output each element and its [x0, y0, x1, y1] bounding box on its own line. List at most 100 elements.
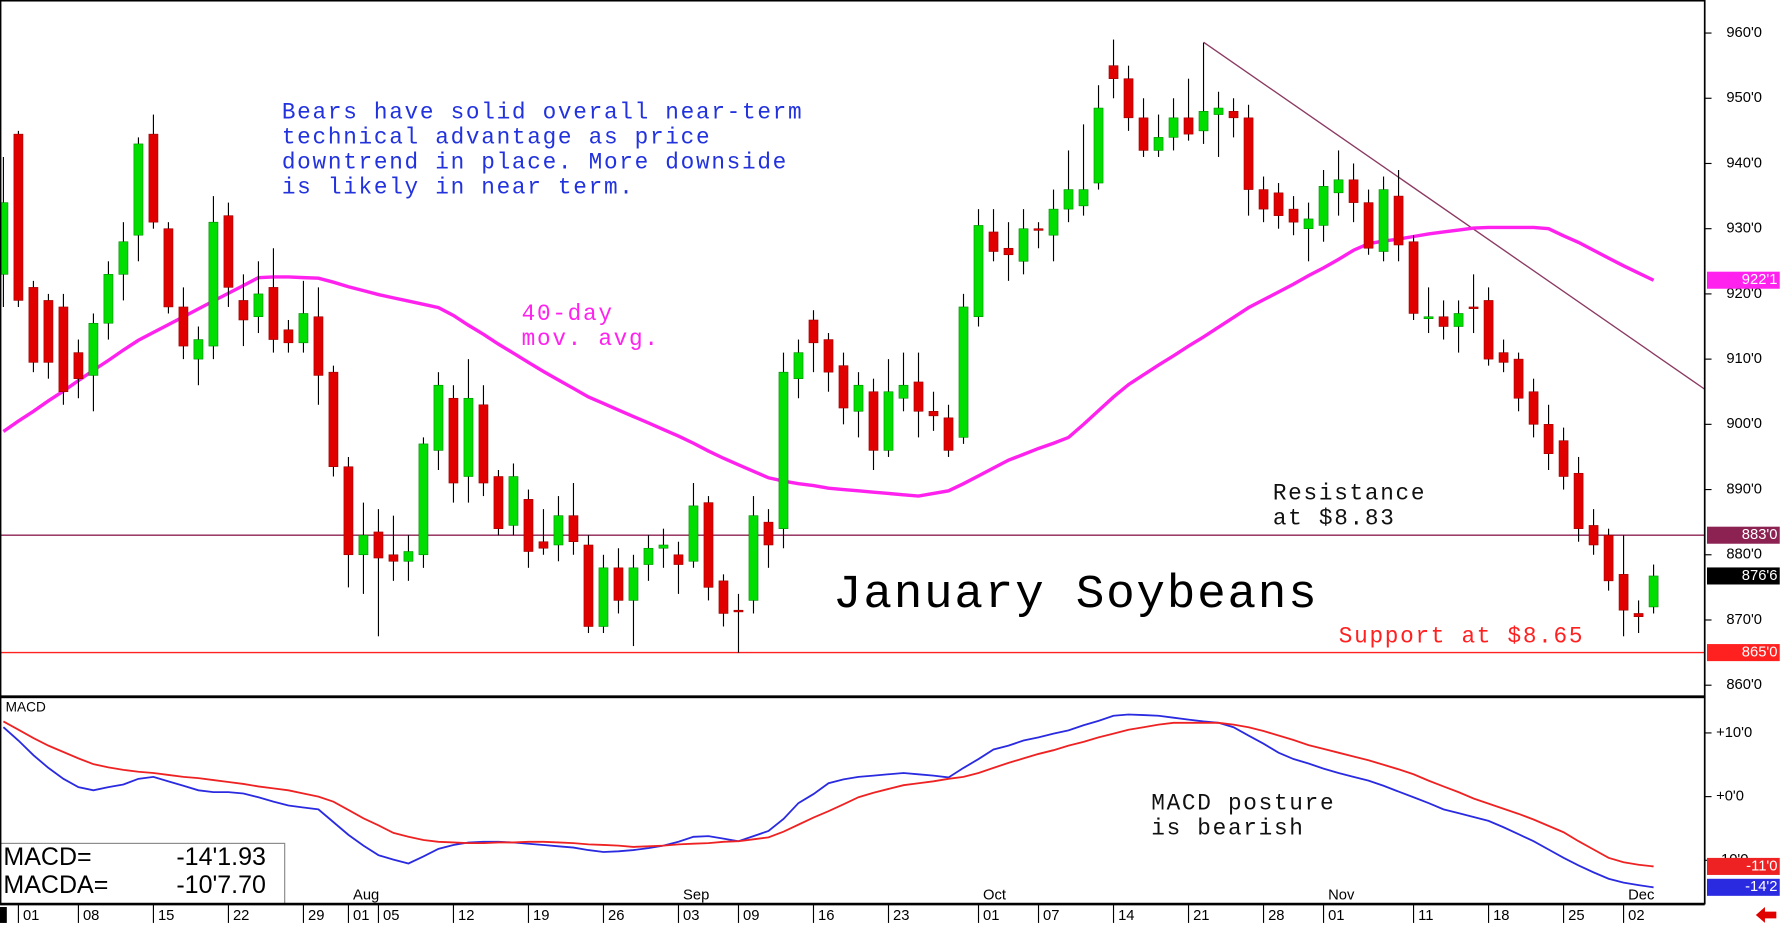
candle-body: [238, 300, 249, 321]
candle-body: [358, 534, 369, 556]
candle-body: [1168, 117, 1179, 138]
candle-body: [778, 371, 789, 529]
candle-body: [1033, 228, 1044, 231]
candle-body: [1648, 575, 1659, 608]
y-tick-label: 880'0: [1726, 547, 1762, 563]
candle-body: [1273, 192, 1284, 216]
y-tick-label: 960'0: [1726, 25, 1762, 41]
candle-body: [1048, 208, 1059, 236]
candle-body: [1213, 107, 1224, 115]
macd-frame: [0, 696, 1706, 905]
moving-average-line: [2, 225, 1655, 498]
candle-body: [1063, 189, 1074, 210]
scroll-arrow[interactable]: [1755, 907, 1777, 923]
x-tick-label: 05: [383, 908, 399, 924]
candle-body: [403, 551, 414, 562]
macd-value-box: [1706, 878, 1780, 896]
candle-body: [328, 371, 339, 468]
candle-body: [373, 531, 384, 559]
ma-value-box: [1706, 271, 1780, 289]
commentary-line: downtrend in place. More downside: [282, 150, 788, 176]
panel-label: MACD: [6, 700, 46, 715]
x-tick-label: 21: [1193, 908, 1209, 924]
candle-body: [118, 241, 129, 275]
level-note: at $8.83: [1273, 505, 1396, 531]
x-tick-label: 02: [1628, 908, 1644, 924]
price-frame: [0, 0, 1706, 698]
x-tick-label: 29: [308, 908, 324, 924]
x-tick-label: 23: [893, 908, 909, 924]
readout-name: MACDA=: [3, 871, 108, 899]
candle-body: [688, 505, 699, 562]
candle-body: [1393, 195, 1404, 246]
readout-value: -14'1.93: [176, 843, 266, 871]
level-value-label: 883'0: [1742, 527, 1778, 543]
x-tick-label: 01: [983, 908, 999, 924]
candle-body: [838, 365, 849, 409]
y-tick-label: 920'0: [1726, 286, 1762, 302]
candle-body: [1408, 241, 1419, 314]
level-value-box: [1706, 526, 1780, 544]
candle-body: [58, 306, 69, 393]
candle-body: [913, 381, 924, 412]
y-tick-label: 930'0: [1726, 221, 1762, 237]
candle-body: [148, 133, 159, 223]
y-tick-label: 890'0: [1726, 481, 1762, 497]
candle-body: [133, 143, 144, 236]
candle-body: [538, 541, 549, 549]
x-tick-label: 19: [533, 908, 549, 924]
macd-note: MACD posture: [1151, 791, 1335, 817]
x-tick-label: 01: [23, 908, 39, 924]
candle-body: [88, 322, 99, 376]
level-value-label: 865'0: [1742, 645, 1778, 661]
candle-body: [1078, 189, 1089, 207]
candle-body: [268, 287, 279, 340]
candle-body: [1228, 111, 1239, 119]
candle-body: [73, 352, 84, 379]
commentary-line: Bears have solid overall near-term: [282, 100, 804, 126]
candle-body: [13, 133, 24, 301]
candle-body: [1513, 358, 1524, 399]
candle-body: [1018, 228, 1029, 262]
candle-body: [1258, 189, 1269, 210]
x-tick-label: 11: [1418, 908, 1433, 924]
level-value-box: [1706, 644, 1780, 662]
candle-body: [568, 515, 579, 543]
candle-body: [583, 544, 594, 627]
candle-body: [748, 515, 759, 601]
candle-body: [193, 339, 204, 360]
x-tick-label: 15: [158, 908, 174, 924]
candle-body: [1438, 316, 1449, 327]
candle-body: [418, 443, 429, 556]
x-tick-label: 14: [1118, 908, 1134, 924]
level-note: Support at $8.65: [1339, 624, 1584, 650]
macd-value-box: [1706, 857, 1780, 875]
candle-body: [823, 339, 834, 373]
candle-body: [163, 228, 174, 308]
candle-body: [1543, 424, 1554, 454]
candle-body: [1003, 247, 1014, 256]
x-tick-label: 26: [608, 908, 624, 924]
candle-body: [523, 499, 534, 552]
candle-body: [388, 554, 399, 562]
candle-body: [853, 384, 864, 412]
candle-body: [658, 544, 669, 549]
candle-body: [1333, 179, 1344, 194]
macd-value-label: -11'0: [1746, 858, 1777, 874]
y-tick-label: +10'0: [1716, 725, 1752, 741]
candle-body: [808, 319, 819, 344]
candle-body: [643, 547, 654, 565]
candle-body: [928, 411, 939, 417]
candle-body: [28, 287, 39, 363]
candle-body: [1183, 117, 1194, 135]
candle-body: [628, 567, 639, 601]
candle-body: [478, 404, 489, 484]
commentary-line: is likely in near term.: [282, 175, 635, 201]
candle-body: [733, 609, 744, 613]
candle-body: [673, 554, 684, 565]
month-label: Sep: [683, 888, 709, 904]
candle-body: [1348, 179, 1359, 203]
trendline: [1203, 41, 1705, 390]
